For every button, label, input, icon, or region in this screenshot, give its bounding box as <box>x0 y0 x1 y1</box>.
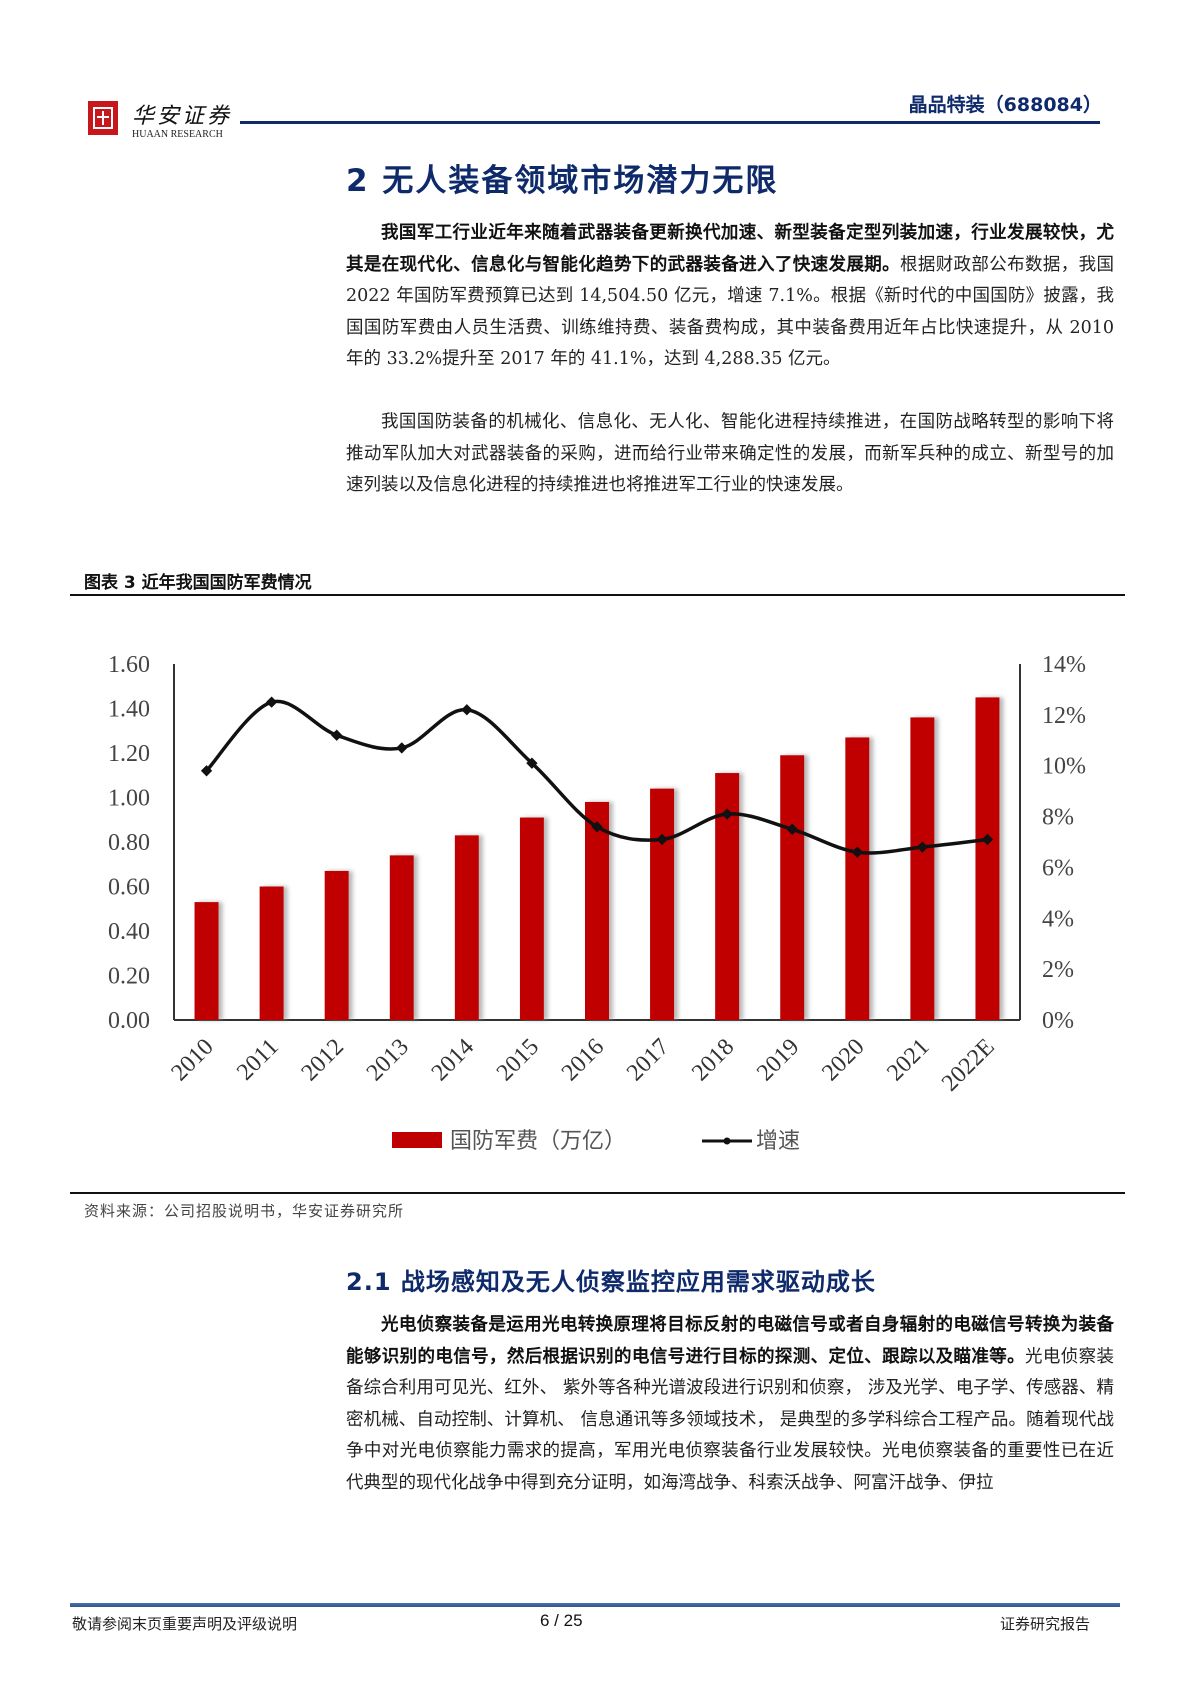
svg-text:0%: 0% <box>1042 1008 1074 1034</box>
svg-text:2013: 2013 <box>362 1034 414 1086</box>
paragraph-lead-bold: 光电侦察装备是运用光电转换原理将目标反射的电磁信号或者自身辐射的电磁信号转换为装… <box>346 1315 1114 1367</box>
svg-text:2018: 2018 <box>687 1034 739 1086</box>
svg-text:2019: 2019 <box>752 1034 804 1086</box>
section-paragraph-1: 我国军工行业近年来随着武器装备更新换代加速、新型装备定型列装加速，行业发展较快，… <box>346 218 1114 376</box>
footer-disclaimer: 敬请参阅末页重要声明及评级说明 <box>72 1615 298 1633</box>
svg-text:2014: 2014 <box>427 1034 479 1086</box>
paragraph-lead-bold: 我国军工行业近年来随着武器装备更新换代加速、新型装备定型列装加速，行业发展较快，… <box>346 223 1114 275</box>
figure-title: 图表 3 近年我国国防军费情况 <box>84 573 312 593</box>
svg-text:0.00: 0.00 <box>108 1008 150 1034</box>
logo-text-cn: 华安证券 <box>132 104 233 129</box>
defense-budget-chart: 0.00 0.20 0.40 0.60 0.80 1.00 1.20 1.40 1.60 0% 2… <box>108 652 1086 1154</box>
subsection-paragraph-1: 光电侦察装备是运用光电转换原理将目标反射的电磁信号或者自身辐射的电磁信号转换为装… <box>346 1310 1114 1499</box>
svg-text:0.20: 0.20 <box>108 964 150 990</box>
subsection-title: 2.1 战场感知及无人侦察监控应用需求驱动成长 <box>346 1268 876 1296</box>
paragraph-body: 光电侦察装备综合利用可见光、红外、 紫外等各种光谱波段进行识别和侦察， 涉及光学… <box>346 1346 1115 1493</box>
section-paragraph-2: 我国国防装备的机械化、信息化、无人化、智能化进程持续推进，在国防战略转型的影响下… <box>346 412 1114 495</box>
svg-text:2%: 2% <box>1042 957 1074 983</box>
paragraph-body: 根据财政部公布数据，我国 2022 年国防军费预算已达到 14,504.50 亿… <box>346 254 1115 370</box>
legend-bar-label: 国防军费（万亿） <box>450 1129 626 1154</box>
svg-text:2020: 2020 <box>817 1034 869 1086</box>
figure-bottom-rule <box>70 1192 1125 1194</box>
y-axis-right: 0% 2% 4% 6% 8% 10% 12% 14% <box>1042 652 1086 1034</box>
svg-text:2021: 2021 <box>882 1034 934 1086</box>
header-divider <box>240 121 1100 124</box>
logo-text-en: HUAAN RESEARCH <box>132 129 223 140</box>
page-number: 6 / 25 <box>540 1611 583 1630</box>
svg-text:4%: 4% <box>1042 906 1074 932</box>
figure-top-rule <box>70 594 1125 596</box>
legend-line-label: 增速 <box>756 1129 800 1154</box>
svg-text:2016: 2016 <box>557 1034 609 1086</box>
stock-name: 晶品特装（688084） <box>908 94 1102 116</box>
x-axis-labels: 2010 2011 2012 2013 2014 2015 2016 2017 2018 2019… <box>166 1034 999 1097</box>
svg-text:2022E: 2022E <box>937 1034 1000 1097</box>
svg-text:2012: 2012 <box>297 1034 349 1086</box>
svg-text:1.60: 1.60 <box>108 652 150 678</box>
svg-text:1.20: 1.20 <box>108 741 150 767</box>
svg-text:2015: 2015 <box>492 1034 544 1086</box>
svg-text:6%: 6% <box>1042 855 1074 881</box>
svg-text:0.60: 0.60 <box>108 875 150 901</box>
svg-text:0.80: 0.80 <box>108 830 150 856</box>
figure-source: 资料来源：公司招股说明书，华安证券研究所 <box>84 1202 405 1220</box>
footer-bar <box>70 1603 1120 1607</box>
legend-bar-swatch <box>392 1132 442 1148</box>
svg-text:1.00: 1.00 <box>108 786 150 812</box>
svg-text:2011: 2011 <box>232 1034 284 1086</box>
svg-text:0.40: 0.40 <box>108 919 150 945</box>
legend: 国防军费（万亿） 增速 <box>392 1129 800 1154</box>
footer-report-type: 证券研究报告 <box>1000 1615 1091 1633</box>
section-title: 2 无人装备领域市场潜力无限 <box>346 163 779 199</box>
y-axis-left: 0.00 0.20 0.40 0.60 0.80 1.00 1.20 1.40 1.60 <box>108 652 150 1034</box>
svg-text:1.40: 1.40 <box>108 697 150 723</box>
svg-text:8%: 8% <box>1042 805 1074 831</box>
svg-text:2017: 2017 <box>622 1034 674 1086</box>
svg-text:10%: 10% <box>1042 754 1086 780</box>
svg-text:14%: 14% <box>1042 652 1086 678</box>
svg-text:12%: 12% <box>1042 703 1086 729</box>
bar-series <box>194 697 1000 1020</box>
svg-text:2010: 2010 <box>166 1034 218 1086</box>
logo-icon <box>88 101 118 135</box>
